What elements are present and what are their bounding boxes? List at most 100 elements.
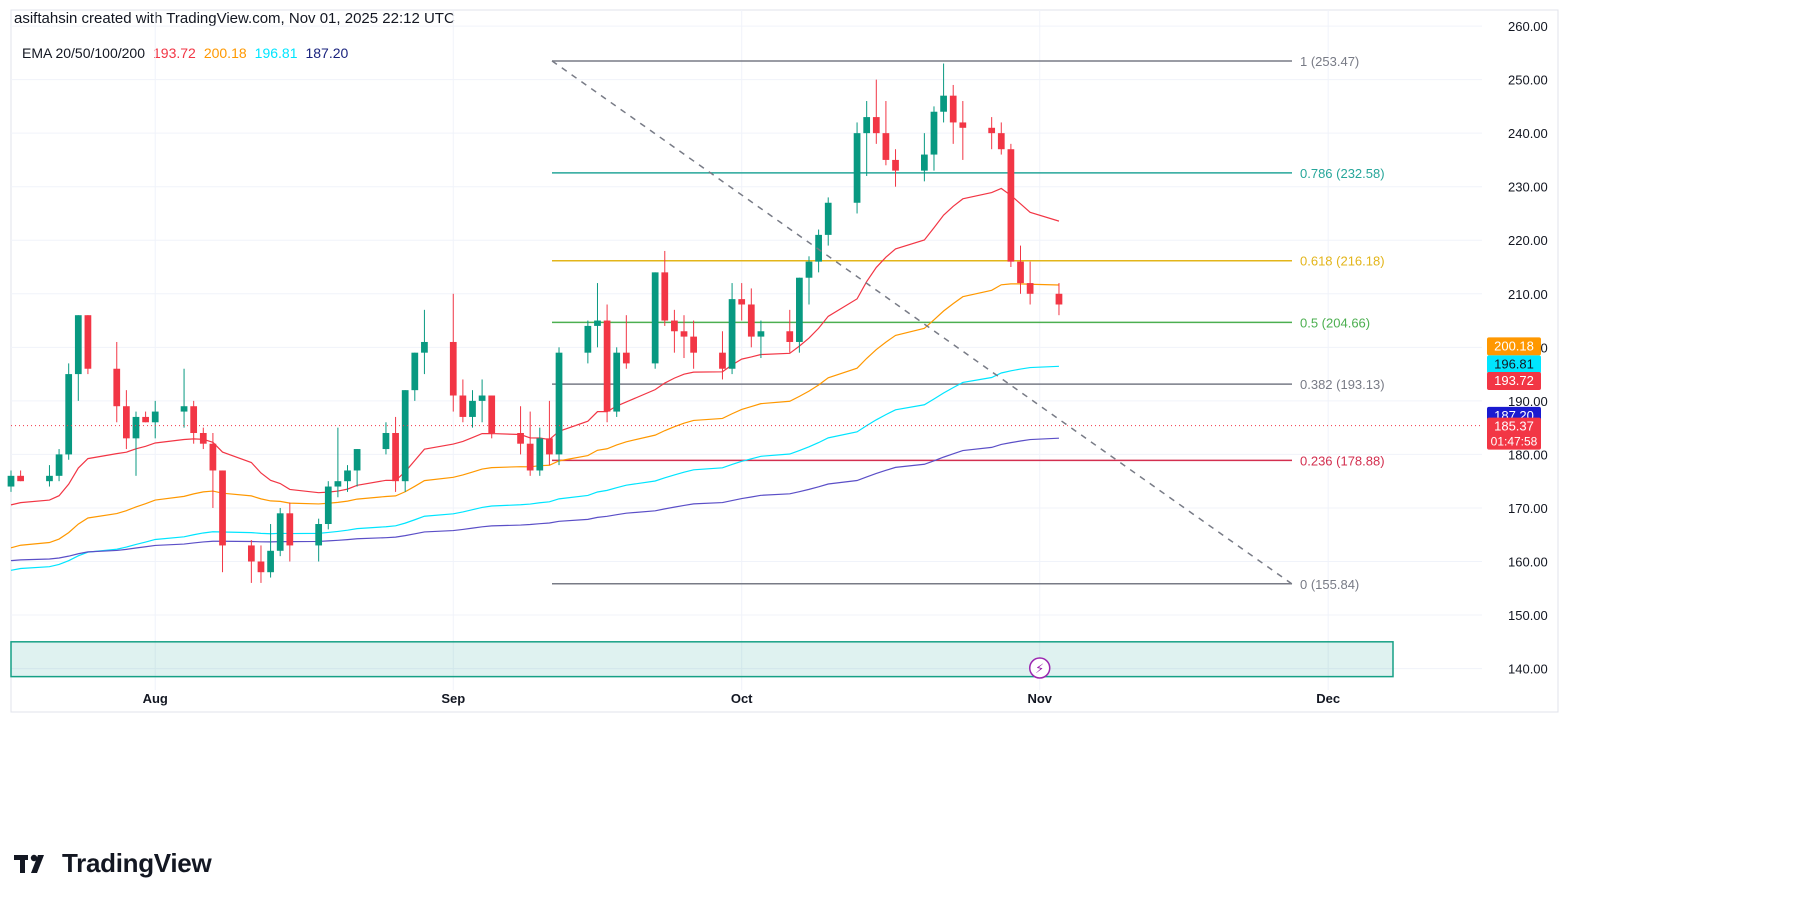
x-tick-label: Sep — [441, 691, 465, 706]
candle-body — [132, 416, 140, 439]
candle-body — [728, 299, 736, 369]
candle-body — [123, 406, 130, 439]
ema-line — [10, 365, 1059, 571]
x-tick-label: Nov — [1027, 691, 1052, 706]
candle-body — [546, 438, 553, 455]
candle-body — [892, 159, 899, 171]
ema-legend-title: EMA 20/50/100/200 — [22, 45, 145, 61]
tradingview-brand: TradingView — [62, 848, 212, 878]
candle-body — [555, 352, 563, 455]
candle-body — [1007, 149, 1015, 262]
candle-body — [55, 454, 63, 476]
candle-body — [690, 336, 697, 353]
candle-body — [805, 261, 813, 278]
lightning-icon: ⚡ — [1035, 662, 1044, 677]
y-tick-label: 240.00 — [1508, 126, 1548, 141]
y-tick-label: 220.00 — [1508, 233, 1548, 248]
y-tick-label: 150.00 — [1508, 608, 1548, 623]
candle-body — [113, 368, 121, 407]
price-badge-label: 196.81 — [1494, 356, 1534, 371]
candle-body — [392, 432, 399, 482]
candle-body — [930, 111, 938, 155]
fib-level-label: 0.786 (232.58) — [1300, 166, 1385, 181]
candle-body — [603, 320, 611, 412]
candle-body — [949, 95, 957, 123]
candle-body — [84, 315, 92, 369]
chart-frame — [10, 9, 1559, 713]
ema-200-value: 187.20 — [305, 45, 349, 61]
candle-body — [219, 470, 226, 546]
candle-body — [488, 395, 496, 433]
ema-legend[interactable]: EMA 20/50/100/200 193.72 200.18 196.81 1… — [22, 45, 348, 61]
candle-body — [382, 432, 390, 450]
price-badge-label: 200.18 — [1494, 338, 1534, 353]
candle-body — [594, 320, 601, 326]
candle-body — [882, 133, 890, 160]
candle-body — [315, 524, 323, 546]
candle-body — [142, 416, 149, 423]
candle-body — [344, 470, 351, 482]
x-tick-label: Dec — [1316, 691, 1340, 706]
event-marker-icon — [1028, 657, 1051, 679]
price-chart[interactable]: 140.00 150.00 160.00 170.00 180.00 190.00 200.… — [0, 0, 1814, 840]
candle-body — [74, 315, 82, 375]
tradingview-logo[interactable]: TradingView — [14, 848, 212, 879]
candle-body — [7, 475, 15, 487]
price-badge-label: 193.72 — [1494, 373, 1534, 388]
candle-body — [815, 234, 822, 262]
candle-body — [796, 277, 803, 342]
candle-body — [680, 331, 688, 337]
candle-body — [921, 154, 928, 171]
y-tick-label: 160.00 — [1508, 554, 1548, 569]
ema-50-value: 200.18 — [203, 45, 247, 61]
candle-body — [853, 133, 861, 203]
price-badge — [1487, 355, 1541, 374]
candle-body — [478, 395, 486, 401]
fib-level-label: 0.382 (193.13) — [1300, 377, 1385, 392]
ema-20-value: 193.72 — [153, 45, 196, 61]
candle-body — [469, 400, 476, 417]
candle-body — [738, 299, 746, 305]
candle-body — [199, 432, 207, 444]
candle-body — [622, 352, 630, 364]
support-zone — [10, 641, 1394, 678]
ema-line — [10, 283, 1059, 549]
candle-body — [1055, 293, 1063, 305]
candle-body — [401, 390, 409, 482]
candle-body — [247, 545, 255, 562]
candle-body — [276, 513, 284, 551]
candle-body — [988, 127, 996, 134]
y-tick-label: 140.00 — [1508, 662, 1548, 677]
x-tick-label: Aug — [143, 691, 168, 706]
candle-body — [324, 486, 332, 525]
candle-body — [584, 325, 592, 353]
price-badge — [1487, 371, 1541, 390]
ema-line — [10, 437, 1059, 562]
candle-body — [613, 352, 621, 412]
candle-body — [151, 411, 159, 423]
candle-body — [421, 341, 428, 353]
candle-body — [353, 449, 361, 471]
candle-body — [997, 133, 1005, 150]
candle-body — [872, 117, 880, 134]
candle-body — [671, 320, 678, 332]
candle-body — [536, 438, 544, 471]
fib-level-label: 1 (253.47) — [1300, 54, 1359, 69]
y-tick-label: 170.00 — [1508, 501, 1548, 516]
candle-body — [661, 272, 669, 321]
candle-body — [17, 475, 24, 482]
candle-body — [526, 443, 534, 471]
fib-level-label: 0.5 (204.66) — [1300, 315, 1370, 330]
candle-body — [46, 475, 53, 482]
fib-level-label: 0.236 (178.88) — [1300, 453, 1385, 468]
candle-body — [180, 406, 188, 412]
candle-body — [65, 374, 73, 455]
candle-body — [747, 304, 755, 337]
candle-body — [334, 481, 342, 487]
tradingview-logo-icon — [14, 854, 44, 873]
candle-body — [786, 331, 794, 342]
y-tick-label: 180.00 — [1508, 447, 1548, 462]
candle-body — [459, 395, 467, 417]
candle-body — [209, 443, 217, 471]
candle-body — [517, 432, 524, 444]
